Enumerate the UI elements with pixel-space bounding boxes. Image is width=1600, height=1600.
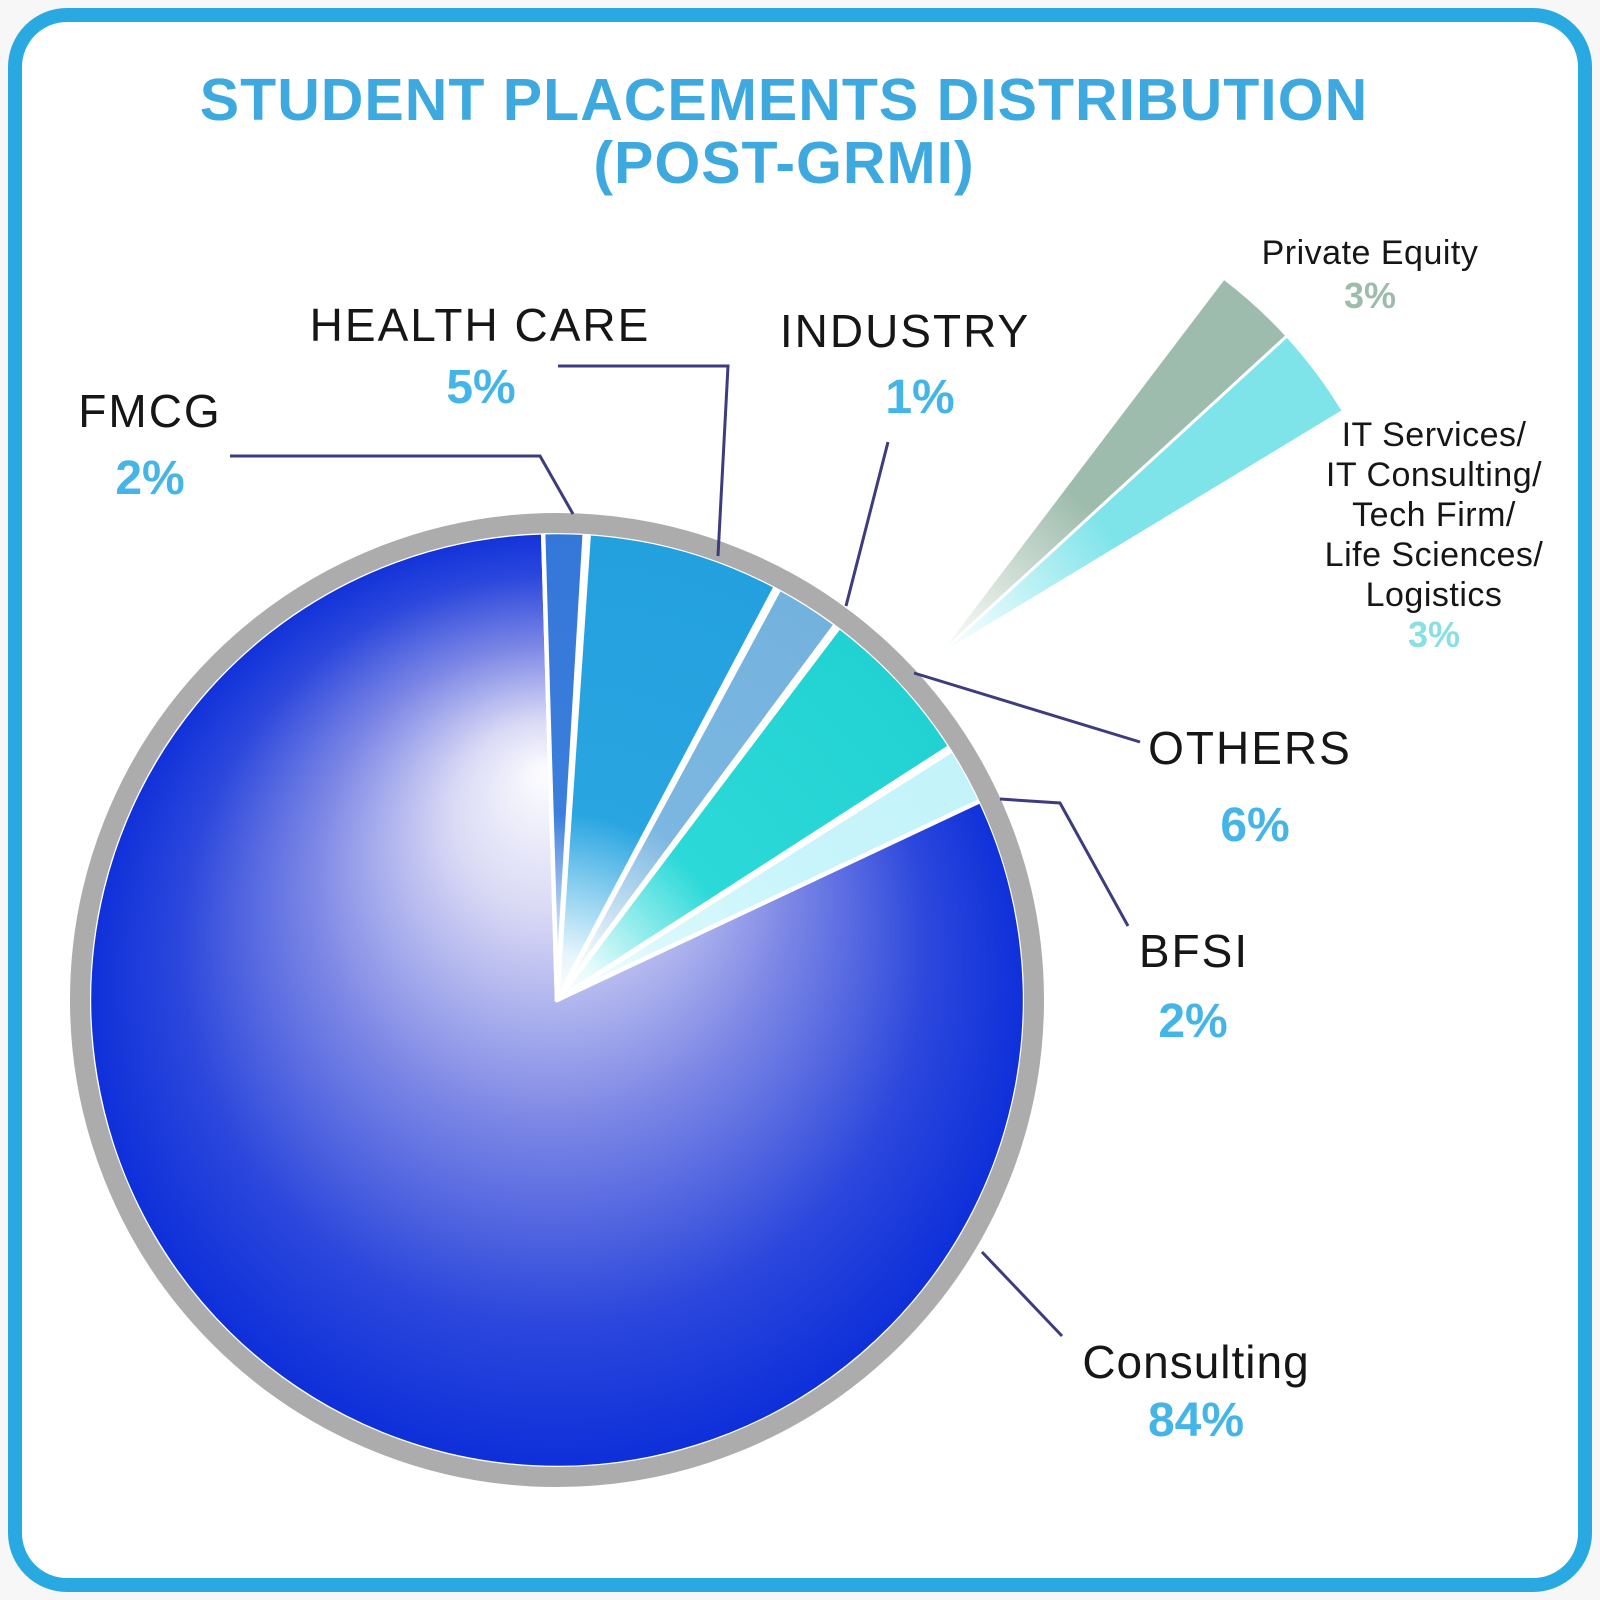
value-bfsi: 2% [1158, 995, 1227, 1048]
leader-line-consulting [980, 1250, 1064, 1338]
page-title-line1: STUDENT PLACEMENTS DISTRIBUTION [200, 67, 1368, 133]
value-private-equity: 3% [1344, 275, 1396, 316]
label-it-line5: Logistics [1366, 576, 1503, 614]
leader-line-ind [844, 441, 890, 607]
leader-line-others [913, 671, 1141, 744]
leader-lines-group [230, 364, 1141, 1338]
leader-line-fmcg [230, 454, 575, 515]
label-consulting: Consulting [1082, 1336, 1309, 1388]
label-health-care: HEALTH CARE [310, 299, 651, 351]
label-it-line1: IT Services/ [1342, 416, 1527, 454]
label-others: OTHERS [1148, 722, 1352, 774]
label-it-line2: IT Consulting/ [1326, 456, 1542, 494]
exploded-wedge-it [933, 334, 1345, 660]
value-others: 6% [1220, 799, 1289, 852]
leader-line-bfsi [999, 797, 1130, 927]
label-industry: INDUSTRY [780, 305, 1030, 357]
value-it-services: 3% [1408, 614, 1460, 655]
label-it-line4: Life Sciences/ [1325, 536, 1544, 574]
label-bfsi: BFSI [1139, 925, 1249, 977]
label-fmcg: FMCG [78, 385, 221, 437]
value-industry: 1% [885, 371, 954, 424]
pie-slices-group [86, 529, 1028, 1471]
label-it-line3: Tech Firm/ [1352, 496, 1516, 534]
value-consulting: 84% [1148, 1394, 1244, 1447]
pie-rim-ring [70, 513, 1044, 1487]
page-title-line2: (POST-GRMI) [593, 130, 974, 196]
leader-line-hc [558, 364, 730, 557]
value-health-care: 5% [446, 361, 515, 414]
value-fmcg: 2% [115, 452, 184, 505]
exploded-wedges-group [933, 276, 1345, 660]
label-private-equity: Private Equity [1262, 234, 1479, 272]
